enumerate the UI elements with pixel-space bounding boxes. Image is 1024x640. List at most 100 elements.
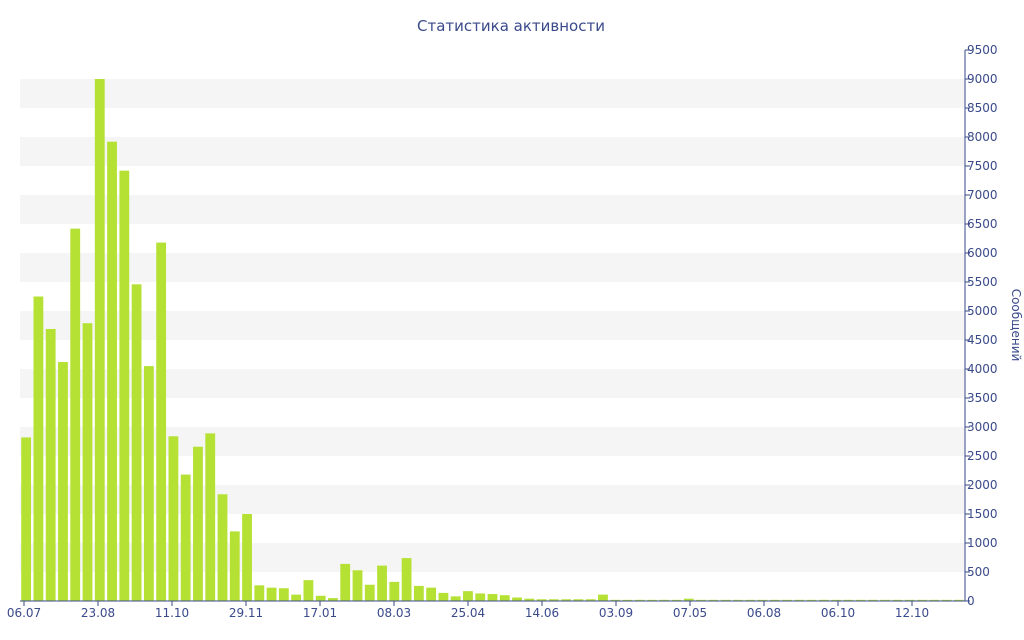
bar[interactable] bbox=[475, 593, 486, 601]
bar[interactable] bbox=[463, 591, 473, 601]
bar[interactable] bbox=[143, 366, 154, 601]
bar[interactable] bbox=[291, 594, 302, 601]
bar[interactable] bbox=[512, 597, 522, 601]
y-tick-label: 0 bbox=[967, 594, 975, 608]
bar[interactable] bbox=[941, 599, 952, 601]
bar[interactable] bbox=[413, 585, 424, 601]
bar[interactable] bbox=[450, 596, 461, 601]
bar[interactable] bbox=[315, 595, 326, 601]
bar[interactable] bbox=[168, 436, 179, 601]
bar[interactable] bbox=[536, 599, 547, 601]
grid-band bbox=[20, 137, 965, 166]
bar[interactable] bbox=[229, 531, 240, 601]
bar[interactable] bbox=[94, 79, 105, 601]
bar[interactable] bbox=[561, 599, 572, 601]
bar[interactable] bbox=[953, 599, 964, 601]
bar[interactable] bbox=[683, 598, 694, 601]
bar[interactable] bbox=[487, 594, 498, 601]
x-tick-label: 25.04 bbox=[451, 606, 485, 620]
bar[interactable] bbox=[769, 599, 780, 601]
x-tick-label: 17.01 bbox=[303, 606, 337, 620]
bar[interactable] bbox=[855, 599, 866, 601]
bar[interactable] bbox=[806, 599, 817, 601]
x-tick-label: 03.09 bbox=[599, 606, 633, 620]
bar[interactable] bbox=[573, 599, 584, 601]
grid-band bbox=[20, 311, 965, 340]
bar[interactable] bbox=[917, 599, 927, 601]
bar[interactable] bbox=[610, 599, 621, 601]
y-tick-label: 3000 bbox=[967, 420, 998, 434]
bar[interactable] bbox=[499, 595, 510, 601]
y-tick-label: 5000 bbox=[967, 304, 998, 318]
bar[interactable] bbox=[659, 599, 670, 601]
y-tick-label: 8500 bbox=[967, 101, 998, 115]
bar[interactable] bbox=[156, 242, 167, 601]
bar[interactable] bbox=[193, 446, 203, 601]
bar[interactable] bbox=[647, 599, 657, 601]
bar[interactable] bbox=[377, 565, 387, 601]
bar[interactable] bbox=[82, 323, 93, 601]
bar[interactable] bbox=[745, 599, 756, 601]
bar[interactable] bbox=[242, 514, 252, 601]
bar[interactable] bbox=[266, 587, 277, 601]
grid-band bbox=[20, 369, 965, 398]
bar[interactable] bbox=[389, 581, 400, 601]
bar[interactable] bbox=[843, 599, 854, 601]
bar[interactable] bbox=[217, 494, 228, 601]
x-tick-label: 06.08 bbox=[747, 606, 781, 620]
x-tick-label: 23.08 bbox=[81, 606, 115, 620]
y-tick-label: 4500 bbox=[967, 333, 998, 347]
bar[interactable] bbox=[254, 585, 265, 601]
bar[interactable] bbox=[401, 558, 412, 601]
bar[interactable] bbox=[364, 584, 375, 601]
bar[interactable] bbox=[180, 474, 191, 601]
bar[interactable] bbox=[831, 599, 842, 601]
bar[interactable] bbox=[671, 599, 682, 601]
bar[interactable] bbox=[585, 599, 596, 601]
bar[interactable] bbox=[892, 599, 903, 601]
y-tick-label: 1500 bbox=[967, 507, 998, 521]
x-tick-label: 06.10 bbox=[821, 606, 855, 620]
bar[interactable] bbox=[70, 228, 81, 601]
bar[interactable] bbox=[33, 296, 44, 602]
bar[interactable] bbox=[426, 587, 437, 601]
bar[interactable] bbox=[205, 433, 216, 601]
bar[interactable] bbox=[929, 599, 940, 601]
bar[interactable] bbox=[107, 141, 117, 601]
y-tick-label: 1000 bbox=[967, 536, 998, 550]
bar[interactable] bbox=[131, 284, 142, 601]
x-tick-label: 12.10 bbox=[895, 606, 929, 620]
bar[interactable] bbox=[303, 580, 314, 601]
chart-title: Статистика активности bbox=[417, 17, 605, 35]
bar[interactable] bbox=[696, 599, 707, 601]
bar[interactable] bbox=[119, 170, 130, 601]
bar[interactable] bbox=[904, 599, 915, 601]
bar[interactable] bbox=[328, 598, 338, 601]
bar[interactable] bbox=[880, 599, 891, 601]
bar[interactable] bbox=[45, 328, 56, 601]
bar[interactable] bbox=[818, 599, 829, 601]
bar[interactable] bbox=[438, 592, 449, 601]
bar[interactable] bbox=[21, 437, 32, 601]
bar[interactable] bbox=[720, 599, 731, 601]
bar[interactable] bbox=[782, 599, 792, 601]
bar[interactable] bbox=[757, 599, 768, 601]
x-tick-label: 14.06 bbox=[525, 606, 559, 620]
bar[interactable] bbox=[794, 599, 805, 601]
bar[interactable] bbox=[340, 563, 351, 601]
y-tick-label: 9500 bbox=[967, 43, 998, 57]
y-tick-label: 2000 bbox=[967, 478, 998, 492]
bar[interactable] bbox=[622, 599, 633, 601]
grid-band bbox=[20, 253, 965, 282]
bar[interactable] bbox=[733, 599, 743, 601]
bar[interactable] bbox=[278, 588, 289, 601]
bar[interactable] bbox=[708, 599, 719, 601]
bar[interactable] bbox=[868, 599, 878, 601]
bar[interactable] bbox=[548, 599, 559, 601]
y-axis-label: Сообщений bbox=[1009, 289, 1023, 362]
bar[interactable] bbox=[524, 598, 535, 601]
bar[interactable] bbox=[634, 599, 645, 601]
bar[interactable] bbox=[598, 594, 608, 601]
bar[interactable] bbox=[352, 570, 363, 601]
bar[interactable] bbox=[58, 362, 68, 601]
